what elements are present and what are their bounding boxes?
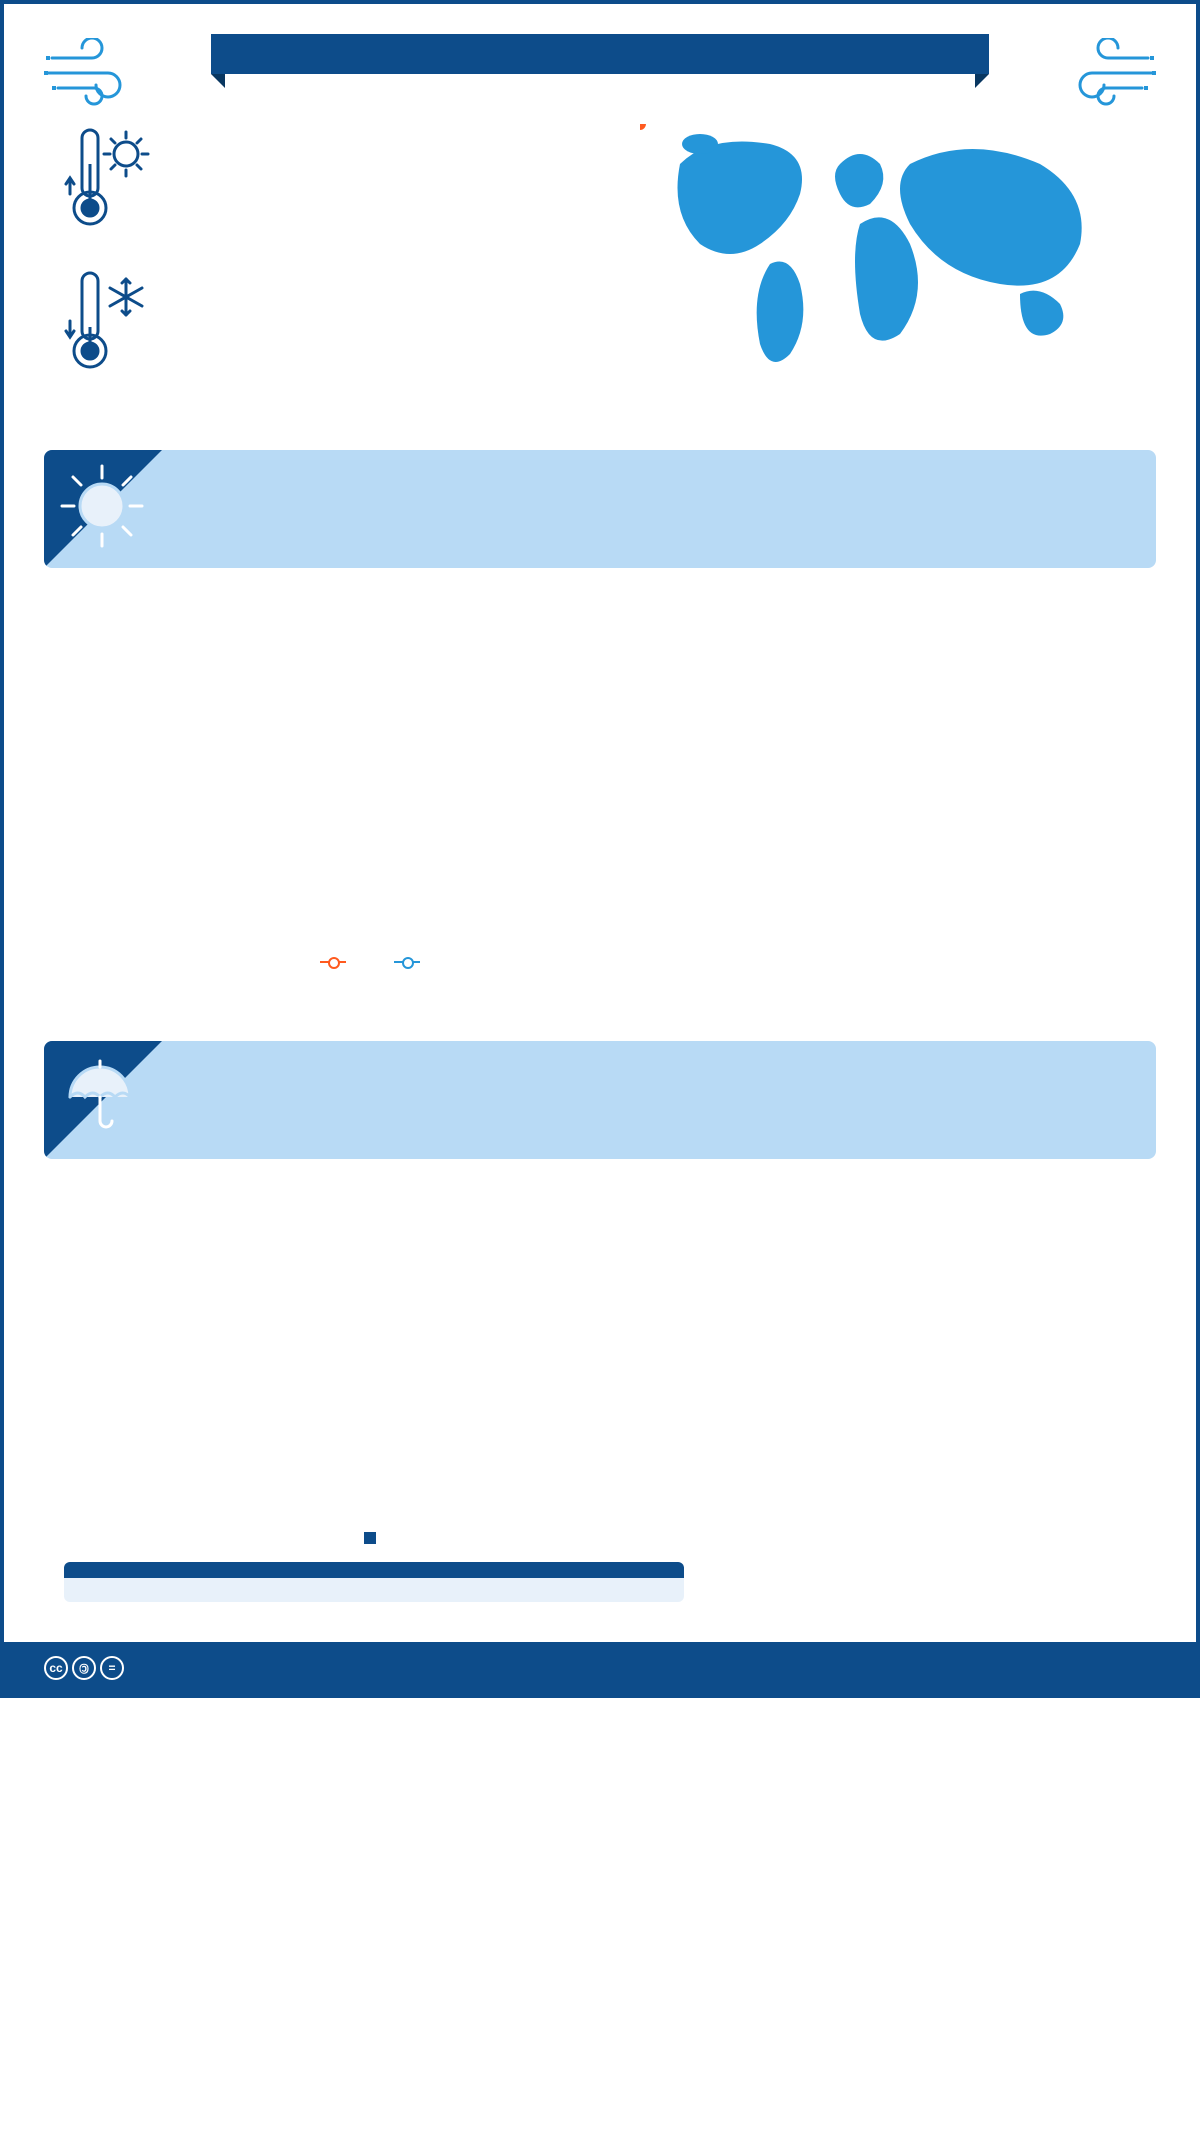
section-head-temperature [44,450,1156,568]
world-map [640,124,1100,364]
fact-coldest [64,267,610,382]
infographic-container: cc🄯= [0,0,1200,1698]
title-banner [211,34,989,74]
intro-row [4,94,1196,430]
temp-legend [64,961,684,963]
header [4,4,1196,94]
umbrella-icon [58,1053,140,1140]
temperature-line-chart [64,608,684,948]
precipitation-probability [64,1562,684,1602]
wind-icon [1046,38,1156,113]
location-marker-icon [640,124,648,132]
thermometer-sun-icon [64,124,154,239]
cc-license-icon: cc🄯= [44,1656,124,1680]
wind-icon [44,38,154,113]
thermometer-snow-icon [64,267,154,382]
temperature-panel [4,568,1196,983]
fact-warmest [64,124,610,239]
footer: cc🄯= [4,1642,1196,1694]
section-head-precipitation [44,1041,1156,1159]
precipitation-panel [4,1159,1196,1622]
sun-icon [58,462,146,555]
precipitation-bar-chart [64,1199,684,1519]
precip-legend [64,1532,684,1544]
prob-title [64,1562,684,1578]
